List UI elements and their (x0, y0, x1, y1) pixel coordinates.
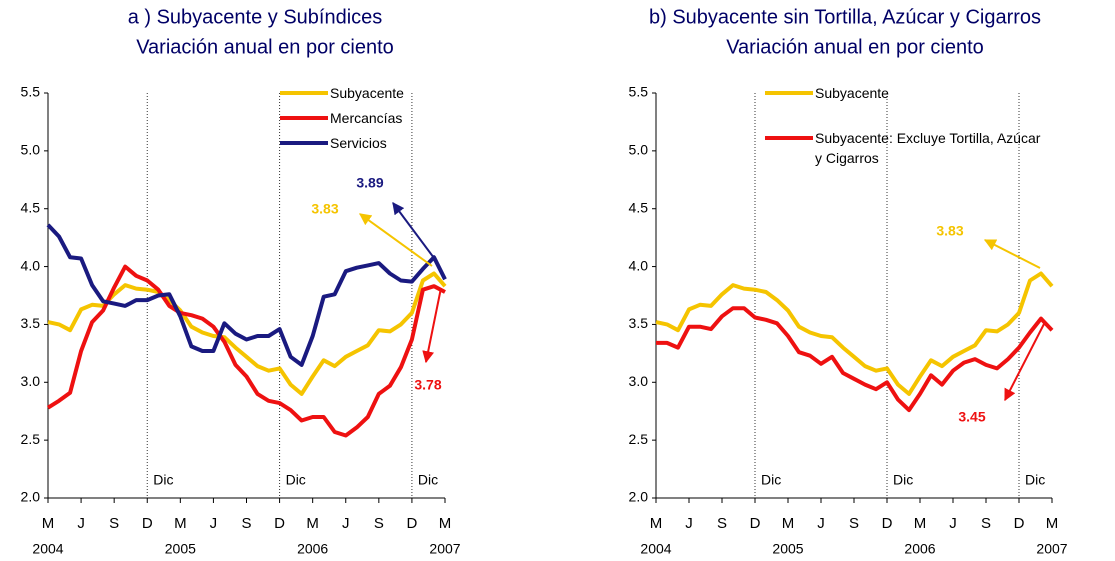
y-tick-label: 5.0 (629, 142, 649, 158)
december-label: Dic (286, 472, 306, 488)
y-tick-label: 2.5 (629, 431, 649, 447)
x-year-label: 2005 (772, 541, 803, 557)
x-year-label: 2007 (429, 541, 460, 557)
series-line (47, 271, 447, 396)
x-tick-label: M (174, 515, 187, 532)
x-year-label: 2005 (165, 541, 196, 557)
x-tick-label: D (274, 515, 285, 532)
chart-subtitle: Variación anual en por ciento (136, 36, 394, 58)
y-tick-label: 4.5 (21, 199, 41, 215)
x-year-label: 2006 (904, 541, 935, 557)
x-year-label: 2006 (297, 541, 328, 557)
x-tick-label: M (914, 515, 927, 532)
legend-label: Mercancías (330, 110, 403, 126)
series-line (656, 306, 1054, 413)
annotation-label: 3.83 (936, 223, 963, 239)
chart-title: a ) Subyacente y Subíndices (128, 6, 383, 28)
x-tick-label: J (342, 515, 350, 532)
annotation-arrow (983, 239, 1041, 269)
x-tick-label: S (981, 515, 991, 532)
y-tick-label: 5.5 (629, 84, 649, 100)
x-tick-label: D (882, 515, 893, 532)
december-label: Dic (418, 472, 438, 488)
y-tick-label: 4.5 (629, 199, 649, 215)
x-tick-label: S (374, 515, 384, 532)
x-tick-label: D (750, 515, 761, 532)
series-line (46, 264, 446, 438)
y-tick-label: 2.0 (21, 489, 41, 505)
x-tick-label: S (849, 515, 859, 532)
december-label: Dic (1025, 472, 1045, 488)
x-tick-label: D (142, 515, 153, 532)
y-tick-label: 3.0 (21, 373, 41, 389)
x-year-label: 2004 (32, 541, 63, 557)
chart-subtitle: Variación anual en por ciento (726, 36, 984, 58)
x-tick-label: M (782, 515, 795, 532)
x-tick-label: J (817, 515, 825, 532)
chart-title: b) Subyacente sin Tortilla, Azúcar y Cig… (649, 6, 1041, 28)
annotation-arrow (1004, 321, 1046, 402)
series-line (655, 271, 1054, 396)
x-tick-label: M (439, 515, 452, 532)
x-tick-label: M (42, 515, 55, 532)
x-tick-label: D (1014, 515, 1025, 532)
legend-label: Subyacente (815, 85, 889, 101)
x-tick-label: M (1046, 515, 1059, 532)
x-tick-label: J (210, 515, 218, 532)
x-tick-label: J (685, 515, 693, 532)
december-label: Dic (761, 472, 781, 488)
x-tick-label: S (241, 515, 251, 532)
y-tick-label: 4.0 (21, 257, 41, 273)
series-line (46, 223, 447, 367)
annotation-arrow (392, 202, 435, 259)
december-label: Dic (893, 472, 913, 488)
x-tick-label: M (650, 515, 663, 532)
annotation-label: 3.89 (356, 175, 383, 191)
y-tick-label: 3.5 (629, 315, 649, 331)
y-tick-label: 2.5 (21, 431, 41, 447)
x-tick-label: M (306, 515, 319, 532)
x-year-label: 2007 (1036, 541, 1067, 557)
y-tick-label: 5.0 (21, 142, 41, 158)
y-tick-label: 4.0 (629, 257, 649, 273)
legend-label: Subyacente (330, 85, 404, 101)
x-tick-label: D (406, 515, 417, 532)
legend-label: Subyacente: Excluye Tortilla, Azúcar y C… (815, 130, 1041, 166)
y-tick-label: 5.5 (21, 84, 41, 100)
annotation-label: 3.45 (958, 409, 985, 425)
y-tick-label: 2.0 (629, 489, 649, 505)
legend-label: Servicios (330, 135, 387, 151)
annotation-label: 3.78 (414, 377, 441, 393)
december-label: Dic (153, 472, 173, 488)
x-tick-label: S (717, 515, 727, 532)
y-tick-label: 3.5 (21, 315, 41, 331)
y-tick-label: 3.0 (629, 373, 649, 389)
x-tick-label: J (949, 515, 957, 532)
x-tick-label: J (77, 515, 85, 532)
annotation-label: 3.83 (311, 201, 338, 217)
x-year-label: 2004 (640, 541, 671, 557)
annotation-arrow (422, 287, 442, 364)
annotation-arrow (359, 213, 433, 267)
x-tick-label: S (109, 515, 119, 532)
